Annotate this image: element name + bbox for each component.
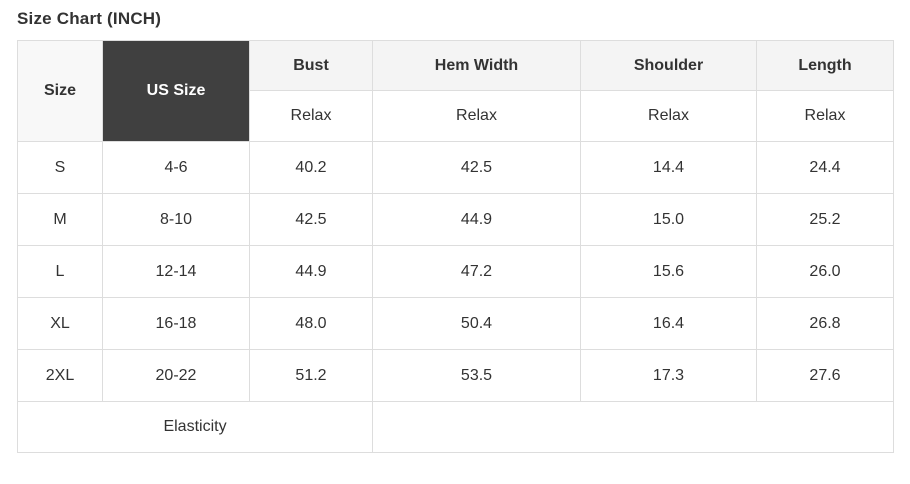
table-row-xl: XL 16-18 48.0 50.4 16.4 26.8 (17, 297, 894, 350)
column-header-hem-width: Hem Width (372, 40, 581, 91)
size-cell: L (17, 245, 103, 298)
fit-row: Relax Relax Relax Relax (18, 90, 894, 142)
column-header-size: Size (17, 40, 103, 142)
fit-cell-length: Relax (756, 90, 894, 142)
size-cell: 2XL (17, 349, 103, 402)
length-value-cell: 26.8 (756, 297, 894, 350)
length-value-cell: 26.0 (756, 245, 894, 298)
size-cell: S (17, 141, 103, 194)
fit-cell-bust: Relax (249, 90, 373, 142)
column-header-shoulder: Shoulder (580, 40, 757, 91)
elasticity-label: Elasticity (17, 401, 373, 453)
bust-value-cell: 40.2 (249, 141, 373, 194)
fit-cell-hem-width: Relax (372, 90, 581, 142)
bust-value-cell: 48.0 (249, 297, 373, 350)
shoulder-value-cell: 16.4 (580, 297, 757, 350)
hem-width-value-cell: 47.2 (372, 245, 581, 298)
bust-value-cell: 51.2 (249, 349, 373, 402)
bust-value-cell: 44.9 (249, 245, 373, 298)
elasticity-value (372, 401, 894, 453)
hem-width-value-cell: 44.9 (372, 193, 581, 246)
us-size-cell: 12-14 (102, 245, 250, 298)
table-row-s: S 4-6 40.2 42.5 14.4 24.4 (17, 141, 894, 194)
hem-width-value-cell: 50.4 (372, 297, 581, 350)
size-cell: XL (17, 297, 103, 350)
shoulder-value-cell: 14.4 (580, 141, 757, 194)
size-cell: M (17, 193, 103, 246)
measure-header-row: Size US Size Bust Hem Width Shoulder Len… (17, 40, 894, 142)
length-value-cell: 24.4 (756, 141, 894, 194)
length-value-cell: 27.6 (756, 349, 894, 402)
column-header-length: Length (756, 40, 894, 91)
fit-cell-shoulder: Relax (580, 90, 757, 142)
bust-value-cell: 42.5 (249, 193, 373, 246)
table-row-l: L 12-14 44.9 47.2 15.6 26.0 (17, 245, 894, 298)
us-size-cell: 16-18 (102, 297, 250, 350)
table-row-2xl: 2XL 20-22 51.2 53.5 17.3 27.6 (17, 349, 894, 402)
elasticity-row: Elasticity (17, 401, 894, 453)
shoulder-value-cell: 17.3 (580, 349, 757, 402)
shoulder-value-cell: 15.6 (580, 245, 757, 298)
hem-width-value-cell: 42.5 (372, 141, 581, 194)
page-title: Size Chart (INCH) (17, 9, 162, 28)
length-value-cell: 25.2 (756, 193, 894, 246)
column-header-us-size: US Size (102, 40, 250, 142)
us-size-cell: 8-10 (102, 193, 250, 246)
shoulder-value-cell: 15.0 (580, 193, 757, 246)
table-row-m: M 8-10 42.5 44.9 15.0 25.2 (17, 193, 894, 246)
us-size-cell: 4-6 (102, 141, 250, 194)
hem-width-value-cell: 53.5 (372, 349, 581, 402)
us-size-cell: 20-22 (102, 349, 250, 402)
size-chart-table: Size US Size Bust Hem Width Shoulder Len… (17, 40, 894, 453)
column-header-bust: Bust (249, 40, 373, 91)
